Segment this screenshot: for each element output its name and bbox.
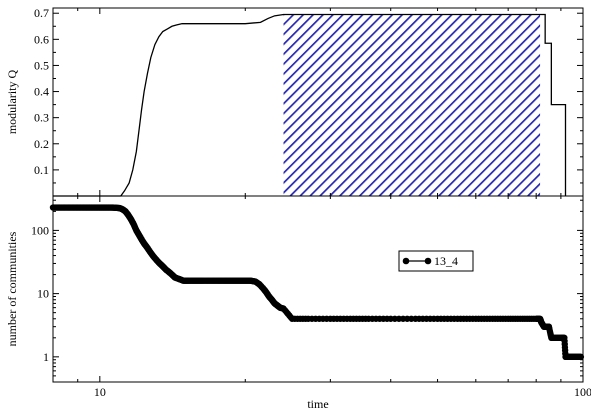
legend: 13_4 <box>398 250 474 272</box>
modularity-y-ticks: 0.1 0.2 0.3 0.4 0.5 0.6 0.7 <box>34 6 584 196</box>
legend-marker <box>424 257 432 265</box>
legend-series-name: 13_4 <box>434 254 458 268</box>
communities-series-line <box>53 206 581 358</box>
x-axis-label: time <box>307 397 328 411</box>
modularity-y-tick-label: 0.4 <box>34 85 49 99</box>
communities-y-axis-label: number of communities <box>5 231 19 346</box>
modularity-series-line <box>53 13 567 197</box>
communities-y-tick-label: 10 <box>37 287 49 301</box>
communities-y-tick-label: 1 <box>43 350 49 364</box>
modularity-y-tick-label: 0.3 <box>34 111 49 125</box>
communities-ticks: 1 10 100 10 100 <box>31 196 591 399</box>
communities-x-tick-label: 10 <box>94 385 106 399</box>
communities-panel: 1 10 100 10 100 number of communities time 1… <box>5 195 591 411</box>
legend-box <box>398 250 474 272</box>
hatched-region <box>283 14 541 197</box>
communities-data-point <box>577 353 585 361</box>
modularity-y-tick-label: 0.2 <box>34 137 49 151</box>
modularity-y-tick-label: 0.6 <box>34 32 49 46</box>
modularity-y-axis-label: modularity Q <box>5 70 19 135</box>
communities-y-tick-label: 100 <box>31 223 49 237</box>
modularity-y-tick-label: 0.1 <box>34 163 49 177</box>
communities-plot-frame <box>52 195 584 383</box>
legend-marker <box>402 257 410 265</box>
communities-series-markers <box>49 204 585 361</box>
modularity-y-tick-label: 0.5 <box>34 58 49 72</box>
communities-x-tick-label: 100 <box>574 385 591 399</box>
modularity-y-tick-label: 0.7 <box>34 6 49 20</box>
modularity-panel: 0.1 0.2 0.3 0.4 0.5 0.6 0.7 modularity Q <box>5 6 584 197</box>
